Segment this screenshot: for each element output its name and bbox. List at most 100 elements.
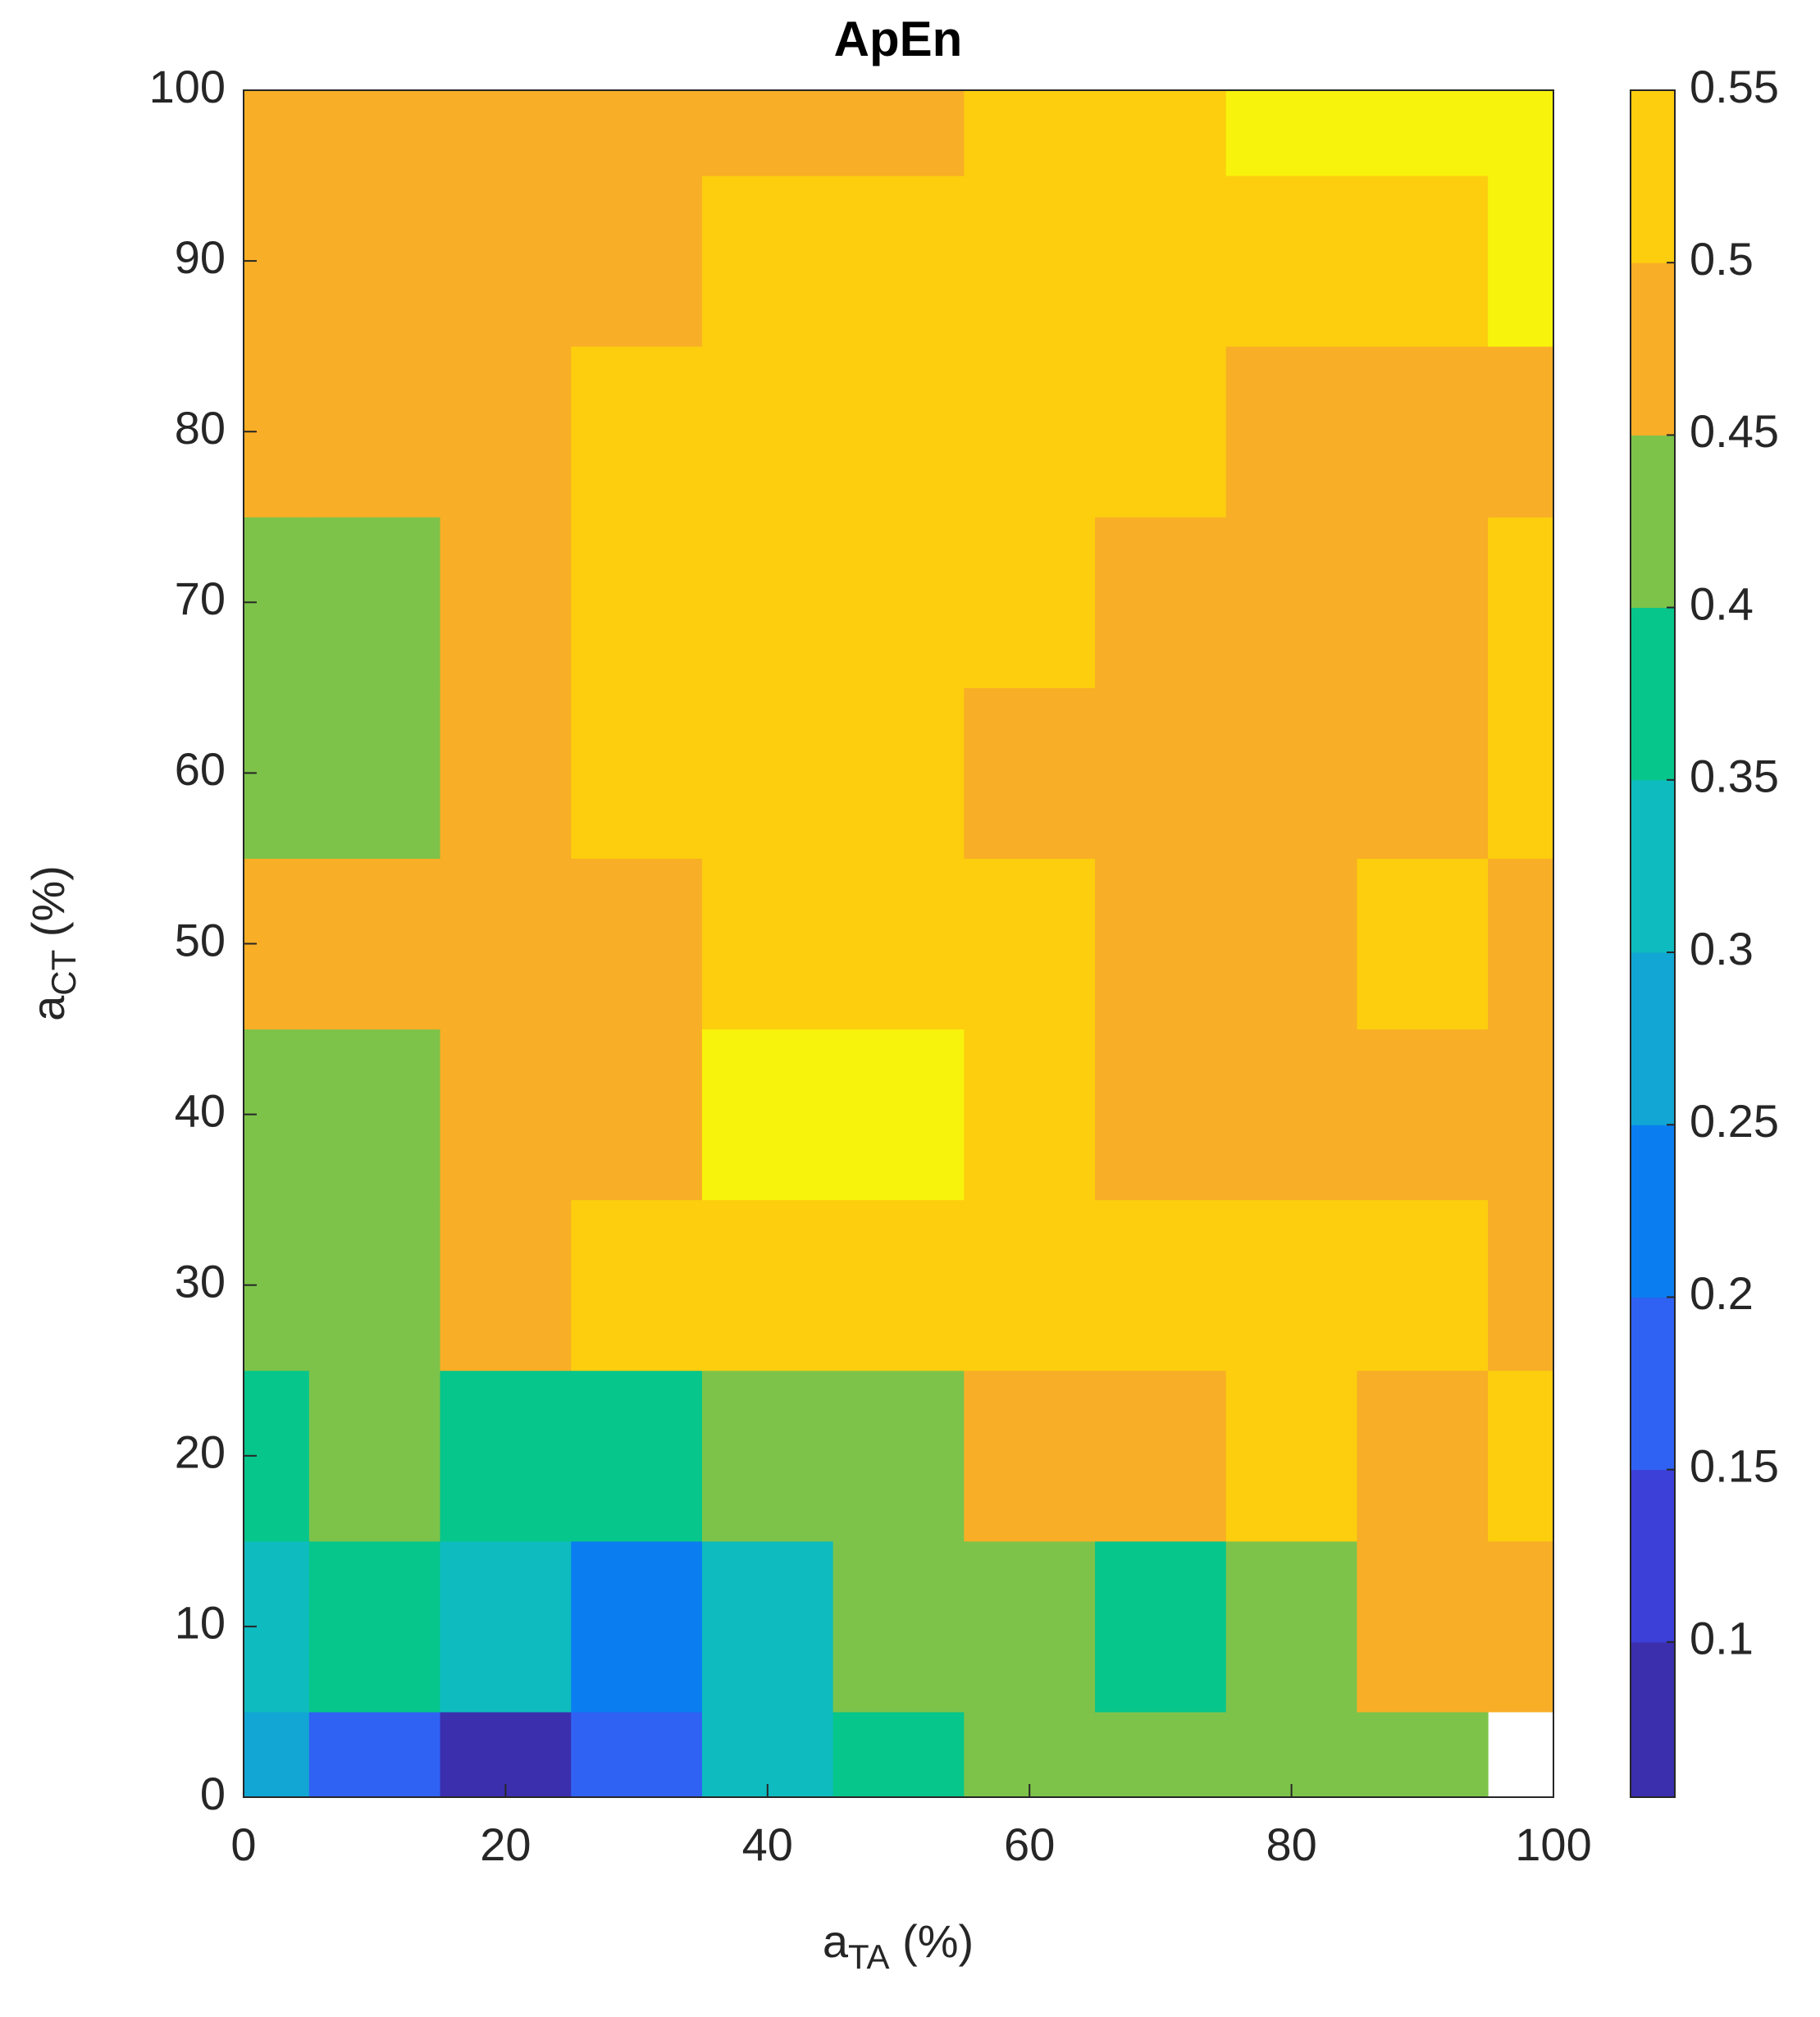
y-tick-label: 40 — [175, 1084, 226, 1136]
contour-cell — [1225, 1029, 1357, 1201]
contour-cell — [701, 1370, 834, 1542]
contour-cell — [571, 90, 703, 176]
contour-cell — [1488, 90, 1554, 176]
contour-cell — [701, 1711, 834, 1798]
contour-cell — [1225, 1540, 1357, 1713]
contour-cell — [964, 1199, 1096, 1371]
contour-cell — [440, 346, 572, 518]
chart-title: ApEn — [834, 11, 963, 66]
contour-cell — [1225, 346, 1357, 518]
contour-cell — [1095, 1029, 1227, 1201]
x-tick-label: 0 — [230, 1818, 256, 1870]
contour-cell — [832, 346, 965, 518]
contour-cell — [308, 90, 441, 176]
contour-cell — [832, 1370, 965, 1542]
contour-cell — [1095, 687, 1227, 859]
contour-cell — [832, 1540, 965, 1713]
colorbar-tick-label: 0.5 — [1690, 233, 1754, 285]
contour-cell — [440, 1540, 572, 1713]
contour-cell — [1225, 687, 1357, 859]
y-tick-label: 10 — [175, 1597, 226, 1649]
contour-cell — [1225, 858, 1357, 1030]
contour-cell — [1488, 1199, 1554, 1371]
colorbar-bin — [1631, 1469, 1675, 1643]
contour-cell — [964, 858, 1096, 1030]
colorbar-bin — [1631, 435, 1675, 609]
x-label-part: a — [823, 1915, 849, 1967]
contour-cell — [571, 1199, 703, 1371]
contour-cell — [244, 1711, 310, 1798]
colorbar-bin — [1631, 1641, 1675, 1798]
contour-cell — [701, 1029, 834, 1201]
contour-cell — [308, 1370, 441, 1542]
colorbar-tick-label: 0.3 — [1690, 923, 1754, 974]
colorbar-bin — [1631, 952, 1675, 1125]
contour-cell — [1488, 1029, 1554, 1201]
contour-cell — [571, 1540, 703, 1713]
contour-cell — [701, 176, 834, 347]
contour-cell — [1095, 1711, 1227, 1798]
contour-cell — [1357, 858, 1489, 1030]
contour-cell — [440, 1029, 572, 1201]
contour-cell — [964, 687, 1096, 859]
contour-cell — [964, 90, 1096, 176]
contour-cell — [1357, 90, 1489, 176]
y-tick-label: 50 — [175, 914, 226, 965]
contour-cell — [308, 346, 441, 518]
contour-cell — [1095, 517, 1227, 688]
contour-cell — [964, 176, 1096, 347]
contour-cell — [1225, 176, 1357, 347]
colorbar-bin — [1631, 262, 1675, 436]
contour-cell — [571, 1711, 703, 1798]
colorbar-tick-label: 0.25 — [1690, 1095, 1779, 1147]
contour-cell — [701, 1540, 834, 1713]
contour-cell — [440, 176, 572, 347]
contour-cell — [964, 346, 1096, 518]
y-tick-label: 30 — [175, 1255, 226, 1307]
y-tick-label: 20 — [175, 1426, 226, 1478]
contour-cell — [571, 858, 703, 1030]
x-axis-label: aTA (%) — [823, 1915, 974, 1976]
contour-cell — [571, 1370, 703, 1542]
y-label-part: a — [22, 995, 74, 1021]
contour-cell — [701, 517, 834, 688]
contour-cell — [1095, 346, 1227, 518]
contour-cell — [832, 858, 965, 1030]
contour-cell — [701, 858, 834, 1030]
contour-cell — [571, 176, 703, 347]
contour-cell — [964, 1540, 1096, 1713]
contour-cell — [964, 1370, 1096, 1542]
contour-cell — [1357, 176, 1489, 347]
colorbar-tick-label: 0.2 — [1690, 1267, 1754, 1319]
x-label-sub: TA — [848, 1937, 890, 1976]
contour-cell — [1357, 687, 1489, 859]
colorbar-bin — [1631, 1125, 1675, 1298]
contour-cell — [1357, 1029, 1489, 1201]
colorbar-tick-label: 0.55 — [1690, 61, 1779, 112]
contour-cell — [1488, 517, 1554, 688]
contour-cell — [701, 346, 834, 518]
colorbar-tick-label: 0.45 — [1690, 405, 1779, 457]
x-label-part: (%) — [890, 1915, 974, 1967]
contour-cell — [1095, 176, 1227, 347]
y-tick-label: 90 — [175, 231, 226, 283]
contour-cell — [1357, 346, 1489, 518]
contour-cell — [1357, 1199, 1489, 1371]
colorbar-tick-label: 0.35 — [1690, 751, 1779, 802]
contour-cell — [832, 1199, 965, 1371]
contour-cell — [571, 517, 703, 688]
contour-cell — [1095, 1540, 1227, 1713]
colorbar-tick-label: 0.15 — [1690, 1440, 1779, 1491]
x-tick-label: 100 — [1515, 1818, 1591, 1870]
contour-cell — [1095, 1199, 1227, 1371]
contour-cell — [964, 517, 1096, 688]
y-axis-label: aCT (%) — [22, 865, 83, 1021]
colorbar-tick-label: 0.1 — [1690, 1613, 1754, 1664]
y-tick-label: 80 — [175, 402, 226, 454]
contour-cell — [832, 1029, 965, 1201]
contour-cell — [1357, 1711, 1489, 1798]
y-tick-label: 70 — [175, 573, 226, 624]
contour-cell — [1095, 858, 1227, 1030]
colorbar-bin — [1631, 779, 1675, 953]
contour-cell — [308, 1029, 441, 1201]
